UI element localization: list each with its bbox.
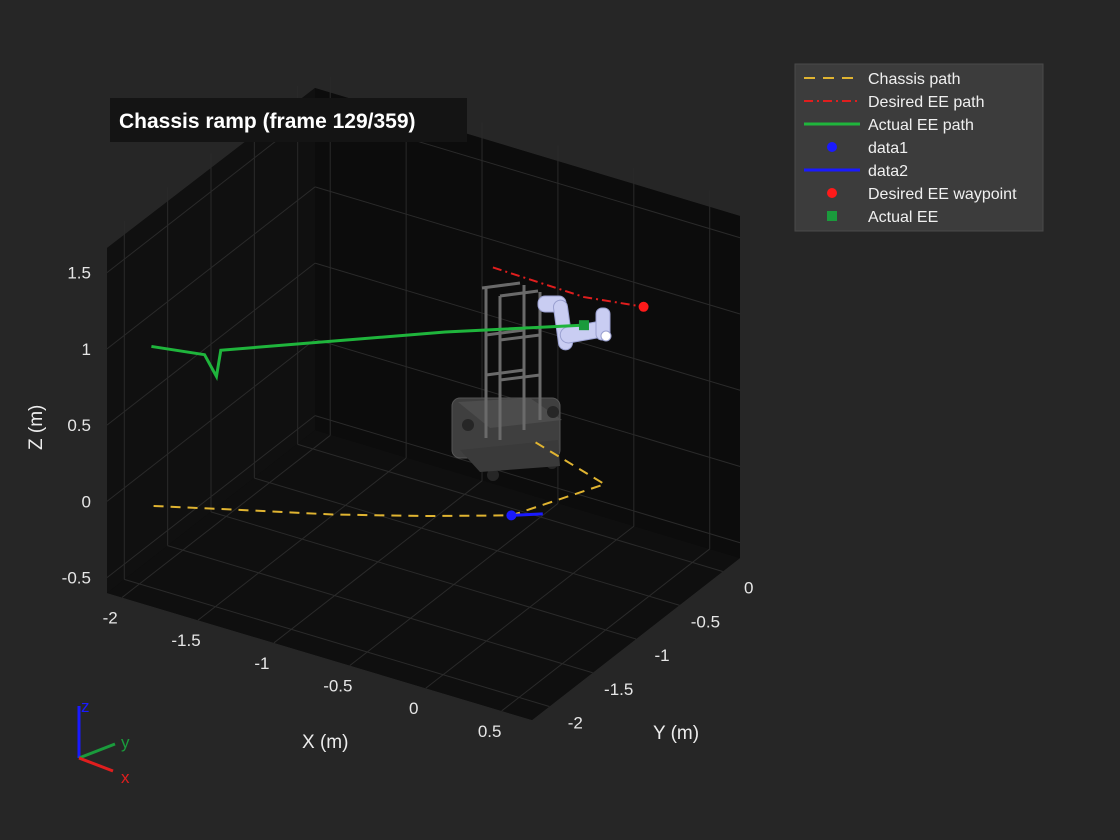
legend-label: Chassis path [868, 71, 961, 88]
legend-label: Actual EE path [868, 117, 974, 134]
robot-tower [481, 281, 542, 440]
gridline-wall-z [106, 415, 316, 579]
y-tick-label: -1.5 [604, 680, 633, 699]
gridline-floor-y [167, 545, 593, 674]
legend-label: Desired EE path [868, 94, 985, 111]
gridline-floor-y [124, 578, 550, 707]
triad-z-label: z [81, 697, 90, 716]
legend[interactable]: Chassis path Desired EE path Actual EE pat… [794, 63, 1044, 232]
series-desired-ee-waypoint-marker [638, 301, 649, 312]
x-tick-label: -1.5 [171, 631, 200, 650]
gridline-wall-z [106, 186, 316, 350]
legend-item[interactable]: Chassis path [804, 71, 961, 88]
tick-labels: -2 -1.5 -1 -0.5 0 0.5 -2 -1.5 -1 -0.5 0 -0.5 0 0.5 1 1.… [62, 264, 754, 741]
robot-wheel [462, 419, 474, 431]
x-tick-label: -0.5 [323, 677, 352, 696]
gridline-floor-y [210, 511, 637, 640]
series-chassis-path-line [153, 440, 607, 518]
legend-label: Desired EE waypoint [868, 186, 1017, 203]
y-tick-label: 0 [744, 579, 753, 598]
z-tick-label: -0.5 [62, 569, 91, 588]
legend-item[interactable]: Actual EE [827, 209, 938, 226]
legend-label: Actual EE [868, 209, 938, 226]
triad-y-label: y [121, 733, 130, 752]
legend-item[interactable]: data2 [804, 163, 908, 180]
gridline-wall-z [314, 415, 741, 544]
series-data2-line [511, 512, 543, 517]
robot-wheel [547, 406, 559, 418]
legend-swatch [827, 211, 837, 221]
legend-item[interactable]: Desired EE waypoint [827, 186, 1017, 203]
chart-title: Chassis ramp (frame 129/359) [119, 110, 416, 133]
y-axis-label: Y (m) [653, 723, 699, 744]
x-tick-label: -2 [103, 608, 118, 627]
legend-swatch [827, 188, 837, 198]
legend-item[interactable]: Desired EE path [804, 94, 985, 111]
z-tick-label: 0.5 [67, 416, 91, 435]
series-desired-ee-path-line [492, 266, 644, 308]
legend-item[interactable]: data1 [827, 140, 908, 157]
x-tick-label: 0 [409, 699, 418, 718]
z-tick-label: 1 [81, 340, 90, 359]
robot-wheel [487, 469, 499, 481]
robot-skirt [460, 440, 560, 472]
gridline-floor-y [297, 443, 723, 572]
z-tick-label: 0 [81, 492, 90, 511]
series-actual-ee-marker [578, 320, 589, 331]
series-layer [151, 266, 649, 521]
gridline-wall-z [106, 338, 316, 502]
gridline-wall-z [106, 262, 316, 426]
y-tick-label: -2 [568, 714, 583, 733]
x-tick-label: 0.5 [478, 722, 502, 741]
legend-label: data2 [868, 163, 908, 180]
z-tick-label: 1.5 [67, 264, 91, 283]
gridline-wall-z [314, 186, 741, 315]
legend-swatch [827, 142, 837, 152]
gridline-floor-y [254, 477, 680, 606]
y-tick-label: -1 [654, 646, 669, 665]
x-axis-label: X (m) [302, 732, 348, 753]
robot-base-top [458, 398, 562, 428]
series-actual-ee-path-line [151, 323, 585, 382]
z-axis-label: Z (m) [26, 405, 47, 450]
title-box [110, 98, 467, 142]
x-tick-label: -1 [254, 654, 269, 673]
y-tick-label: -0.5 [691, 612, 720, 631]
legend-label: data1 [868, 140, 908, 157]
triad-x-label: x [121, 768, 130, 787]
axes-box [106, 77, 741, 720]
triad-x-axis [78, 756, 114, 773]
legend-item[interactable]: Actual EE path [804, 117, 974, 134]
orientation-triad: z y x [77, 697, 130, 787]
triad-y-axis [78, 742, 116, 760]
